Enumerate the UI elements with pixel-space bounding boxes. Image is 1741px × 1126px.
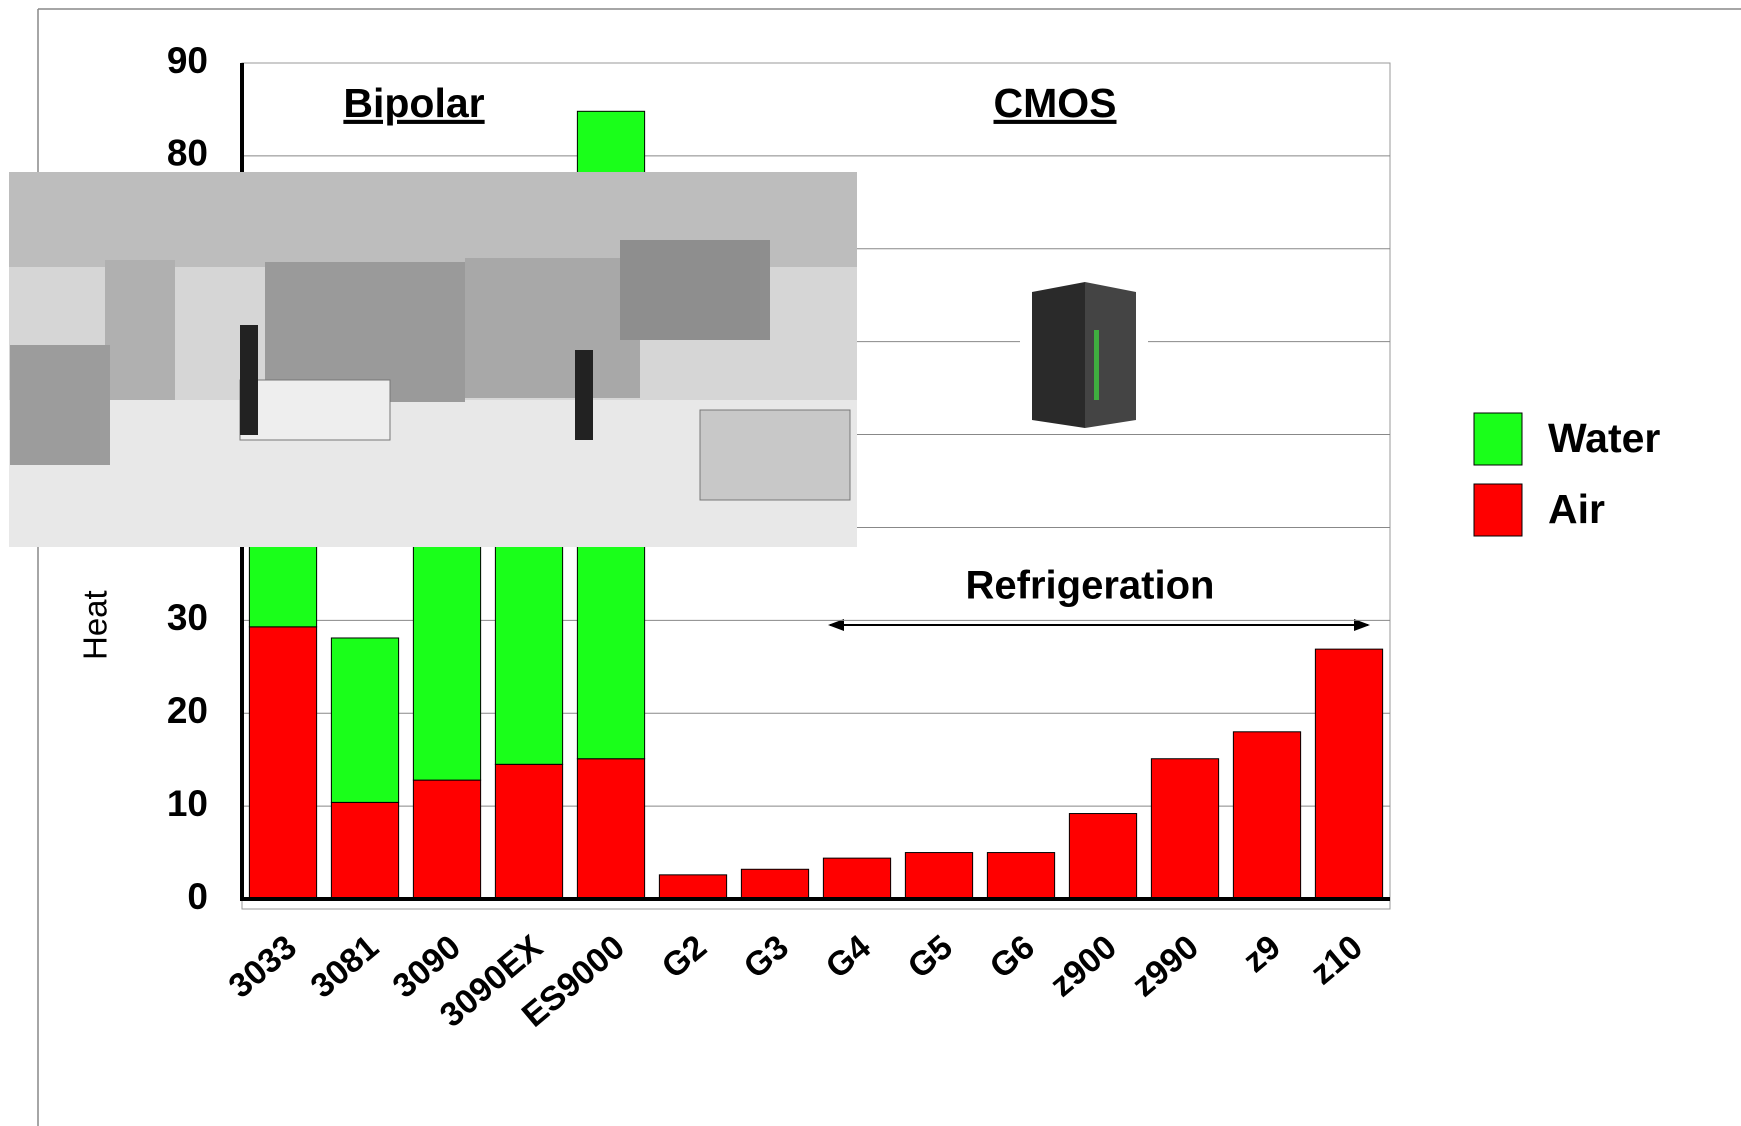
x-tick-label: z900 bbox=[1043, 928, 1124, 1005]
legend-swatch bbox=[1474, 484, 1522, 536]
y-tick-label: 30 bbox=[167, 597, 208, 638]
y-tick-label: 0 bbox=[187, 876, 208, 917]
bar-segment bbox=[331, 638, 398, 802]
bar-segment bbox=[741, 869, 808, 899]
x-tick-label: 3081 bbox=[304, 928, 386, 1006]
bar-segment bbox=[331, 802, 398, 899]
y-tick-label: 20 bbox=[167, 690, 208, 731]
bar-segment bbox=[413, 780, 480, 899]
bar-segment bbox=[1233, 732, 1300, 899]
x-tick-label: z990 bbox=[1125, 928, 1206, 1005]
chart: Bipolar CMOS Refrigeration Water Air 0 10… bbox=[0, 0, 1741, 1126]
x-tick-label: z10 bbox=[1303, 928, 1369, 992]
x-tick-label: G2 bbox=[655, 928, 714, 986]
bar-segment bbox=[1315, 649, 1382, 899]
y-tick-label: 10 bbox=[167, 783, 208, 824]
bar-segment bbox=[495, 764, 562, 899]
bar-segment bbox=[659, 875, 726, 899]
refrigeration-label: Refrigeration bbox=[966, 564, 1215, 608]
bar-segment bbox=[1151, 759, 1218, 899]
bar-segment bbox=[823, 858, 890, 899]
legend: Water Air bbox=[1474, 413, 1660, 536]
legend-label: Air bbox=[1548, 486, 1605, 532]
x-tick-label: z9 bbox=[1236, 928, 1288, 980]
y-axis-label: Heat bbox=[77, 590, 114, 660]
bar-segment bbox=[905, 853, 972, 899]
legend-swatch bbox=[1474, 413, 1522, 465]
bar-segment bbox=[1069, 814, 1136, 899]
x-tick-label: G5 bbox=[901, 928, 960, 986]
server-icon bbox=[1020, 275, 1148, 430]
x-tick-label: G4 bbox=[819, 928, 878, 986]
x-tick-label: G3 bbox=[737, 928, 796, 986]
y-tick-label: 80 bbox=[167, 133, 208, 174]
bar-segment bbox=[577, 759, 644, 899]
bar-segment bbox=[249, 627, 316, 899]
cmos-label: CMOS bbox=[994, 80, 1117, 126]
bar-segment bbox=[987, 853, 1054, 899]
legend-label: Water bbox=[1548, 415, 1660, 461]
bipolar-label: Bipolar bbox=[343, 80, 484, 126]
mainframe-photo bbox=[9, 172, 857, 547]
x-tick-label: 3033 bbox=[222, 928, 304, 1006]
y-tick-label: 90 bbox=[167, 40, 208, 81]
x-tick-label: G6 bbox=[983, 928, 1042, 986]
